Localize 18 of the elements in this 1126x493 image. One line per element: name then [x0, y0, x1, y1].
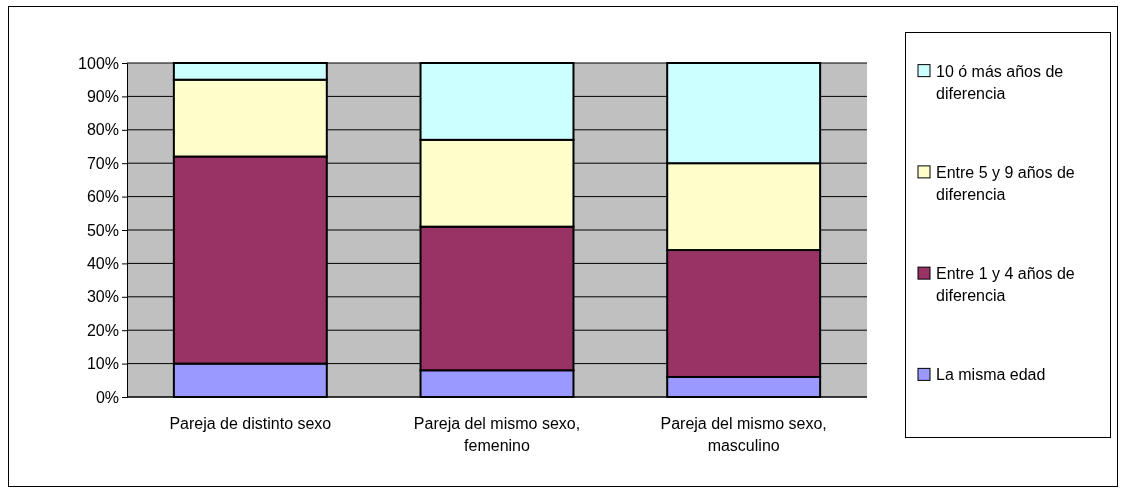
y-tick-label: 70%: [86, 154, 119, 172]
y-tick-label: 10%: [86, 355, 119, 373]
x-tick-label: Pareja de distinto sexo: [169, 415, 332, 432]
legend-label: Entre 5 y 9 años de diferencia: [936, 163, 1075, 203]
y-tick-label: 0%: [95, 388, 119, 406]
x-tick-label: Pareja del mismo sexo, femenino: [413, 415, 581, 454]
legend-label: La misma edad: [936, 366, 1046, 384]
y-tick-label: 60%: [86, 188, 119, 206]
x-tick-label: Pareja del mismo sexo, masculino: [660, 415, 827, 454]
y-tick-label: 30%: [86, 288, 119, 306]
y-tick-label: 40%: [86, 255, 119, 273]
y-tick-label: 50%: [86, 221, 119, 239]
y-tick-label: 20%: [86, 321, 119, 339]
legend-label: Entre 1 y 4 años de diferencia: [936, 265, 1075, 305]
legend-label: 10 ó más años de diferencia: [936, 62, 1064, 102]
y-tick-label: 80%: [86, 121, 119, 139]
y-tick-label: 100%: [78, 54, 119, 72]
y-tick-label: 90%: [86, 88, 119, 106]
